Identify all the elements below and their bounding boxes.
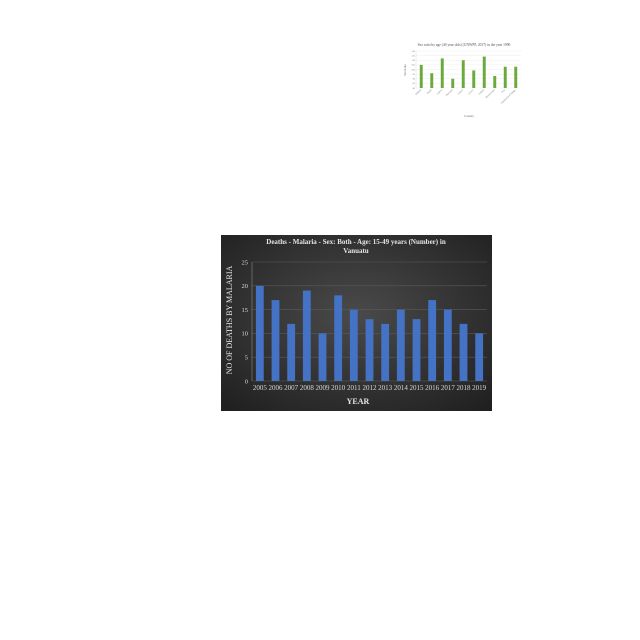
- y-tick-label: 90: [413, 78, 416, 81]
- x-tick-label: Denmark: [445, 88, 454, 97]
- bar: [381, 323, 390, 381]
- x-tick-label: Albania: [414, 88, 422, 96]
- bar: [302, 290, 311, 381]
- y-tick-label: 110: [412, 59, 416, 62]
- bar: [334, 295, 343, 381]
- bar: [430, 73, 434, 88]
- bar: [459, 323, 468, 381]
- x-tick-label: Montenegro: [485, 88, 496, 99]
- bar: [461, 60, 465, 88]
- bar: [503, 66, 507, 88]
- bar: [318, 333, 327, 381]
- bar: [419, 64, 423, 88]
- y-axis-label: NO OF DEATHS BY MALARIA: [225, 265, 234, 374]
- y-tick-label: 120: [411, 50, 415, 53]
- bar: [472, 70, 476, 88]
- x-tick-label: Ireland: [478, 88, 485, 95]
- x-tick-label: France: [457, 89, 464, 96]
- bar: [493, 75, 497, 88]
- bar: [365, 319, 374, 381]
- x-tick-label: 2012: [363, 384, 378, 392]
- y-tick-label: 85: [413, 82, 416, 85]
- bars: [419, 56, 518, 88]
- y-tick-label: 100: [411, 68, 415, 71]
- x-tick-label: 2014: [394, 384, 409, 392]
- x-tick-label: 2015: [410, 384, 425, 392]
- bar: [475, 333, 484, 381]
- y-tick-label: 80: [413, 87, 416, 90]
- chart-title: Sex ratio by age (40 year olds) (UNWPP, …: [418, 43, 511, 48]
- x-tick-label: 2009: [316, 384, 331, 392]
- bar: [440, 58, 444, 88]
- y-axis-label: Sex Ratio: [403, 64, 407, 76]
- y-tick-label: 0: [245, 378, 248, 385]
- x-tick-label: 2010: [331, 384, 346, 392]
- gridlines: [415, 50, 521, 89]
- x-tick-label: 2017: [441, 384, 456, 392]
- bar: [255, 285, 264, 381]
- x-tick-label: 2011: [347, 384, 361, 392]
- y-tick-label: 15: [242, 307, 249, 314]
- malaria-deaths-chart: Deaths - Malaria - Sex: Both - Age: 15-4…: [221, 235, 492, 411]
- bar: [396, 309, 405, 381]
- y-tick-label: 20: [242, 283, 249, 290]
- x-tick-label: 2007: [284, 384, 299, 392]
- bar: [271, 300, 280, 381]
- chart-title-line-1: Deaths - Malaria - Sex: Both - Age: 15-4…: [266, 238, 446, 246]
- bar: [443, 309, 452, 381]
- bars: [255, 285, 484, 381]
- x-tick-label: Greece: [468, 89, 475, 96]
- x-tick-label: Brazil: [426, 88, 432, 94]
- x-tick-label: 2019: [472, 384, 487, 392]
- x-tick-label: 2016: [425, 384, 440, 392]
- y-tick-label: 25: [242, 259, 249, 266]
- y-tick-labels: 0 5 10 15 20 25: [242, 259, 249, 385]
- bar: [482, 56, 486, 88]
- bar: [287, 323, 296, 381]
- x-tick-labels: 2005 2006 2007 2008 2009 2010 2011 2012 2013 2014…: [253, 384, 487, 392]
- bar: [514, 66, 518, 88]
- x-tick-label: 2018: [457, 384, 472, 392]
- bar: [349, 309, 358, 381]
- y-tick-label: 10: [242, 331, 249, 338]
- x-axis-label: Country: [464, 114, 474, 118]
- bar: [428, 300, 437, 381]
- x-axis-label: YEAR: [347, 397, 370, 406]
- y-tick-label: 115: [412, 54, 416, 57]
- x-tick-label: 2006: [269, 384, 284, 392]
- bar: [451, 78, 455, 88]
- x-tick-label: Peru: [501, 88, 507, 94]
- chart-title-line-2: Vanuatu: [343, 247, 369, 255]
- y-tick-label: 95: [413, 73, 416, 76]
- x-tick-label: 2008: [300, 384, 315, 392]
- y-tick-label: 105: [411, 64, 415, 67]
- x-tick-label: 2005: [253, 384, 268, 392]
- bar: [412, 319, 421, 381]
- sex-ratio-chart: Sex ratio by age (40 year olds) (UNWPP, …: [403, 40, 525, 120]
- x-tick-label: 2013: [378, 384, 393, 392]
- y-tick-label: 5: [245, 354, 248, 361]
- x-tick-label: Cyprus: [436, 89, 443, 96]
